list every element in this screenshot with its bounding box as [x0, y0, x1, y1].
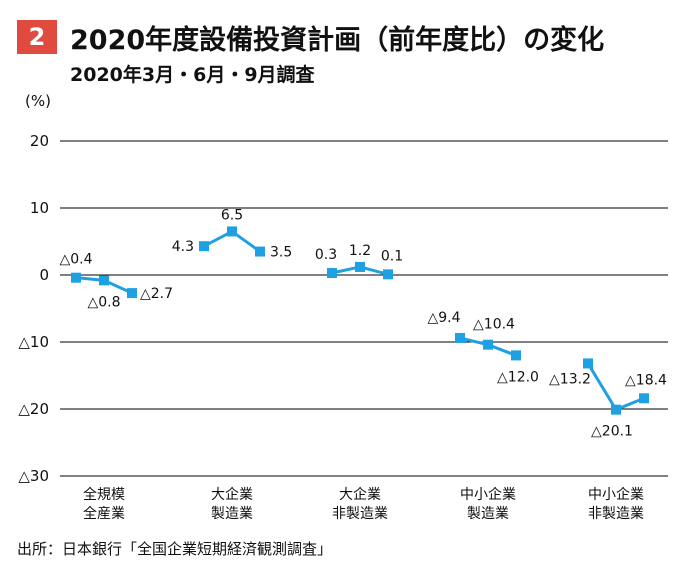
data-label: 6.5 [221, 207, 243, 223]
data-point-marker [199, 241, 209, 252]
x-category-label: 大企業 [211, 486, 253, 503]
data-label: △9.4 [427, 310, 460, 326]
data-point-marker [611, 404, 621, 415]
data-label: 0.1 [381, 248, 403, 264]
data-label: △0.8 [87, 294, 120, 310]
x-category-label: 全規模 [83, 486, 125, 503]
chart-subtitle: 2020年3月・6月・9月調査 [70, 64, 315, 86]
x-category-label: 大企業 [339, 486, 381, 503]
data-label: △18.4 [625, 372, 667, 388]
data-point-marker [639, 393, 649, 404]
data-label: 0.3 [315, 247, 337, 263]
x-category-label: 中小企業 [588, 486, 644, 503]
x-category-label: 製造業 [211, 506, 253, 522]
x-category-label: 製造業 [467, 506, 509, 522]
x-category-label: 中小企業 [460, 486, 516, 503]
data-label: △20.1 [591, 424, 633, 440]
data-point-marker [99, 275, 109, 286]
data-label: △13.2 [549, 371, 591, 387]
data-point-marker [255, 246, 265, 257]
y-tick-label: △30 [18, 467, 49, 485]
data-label: 1.2 [349, 243, 371, 259]
y-axis-unit-label: (%) [25, 92, 51, 110]
data-point-marker [583, 358, 593, 369]
data-label: 3.5 [270, 245, 292, 261]
y-tick-label: △20 [18, 400, 49, 418]
data-point-marker [455, 332, 465, 343]
data-point-marker [511, 350, 521, 361]
data-point-marker [355, 261, 365, 272]
data-point-marker [71, 272, 81, 283]
y-tick-label: △10 [18, 333, 49, 351]
data-point-marker [327, 267, 337, 278]
chart-title: 2020年度設備投資計画（前年度比）の変化 [70, 25, 605, 56]
y-tick-label: 10 [30, 199, 49, 217]
data-label: △2.7 [140, 286, 173, 302]
data-point-marker [383, 269, 393, 280]
source-note: 出所：日本銀行「全国企業短期経済観測調査」 [17, 540, 333, 558]
x-category-label: 非製造業 [588, 506, 644, 522]
data-point-marker [483, 339, 493, 350]
figure-number-badge: 2 [17, 20, 57, 54]
data-point-marker [227, 226, 237, 237]
data-point-marker [127, 288, 137, 299]
y-tick-label: 20 [30, 132, 49, 150]
y-tick-label: 0 [39, 266, 49, 284]
data-label: △12.0 [497, 369, 539, 385]
data-label: 4.3 [172, 239, 194, 255]
data-label: △10.4 [473, 317, 515, 333]
data-label: △0.4 [59, 252, 92, 268]
x-category-label: 非製造業 [332, 506, 388, 522]
x-category-label: 全産業 [83, 505, 125, 522]
